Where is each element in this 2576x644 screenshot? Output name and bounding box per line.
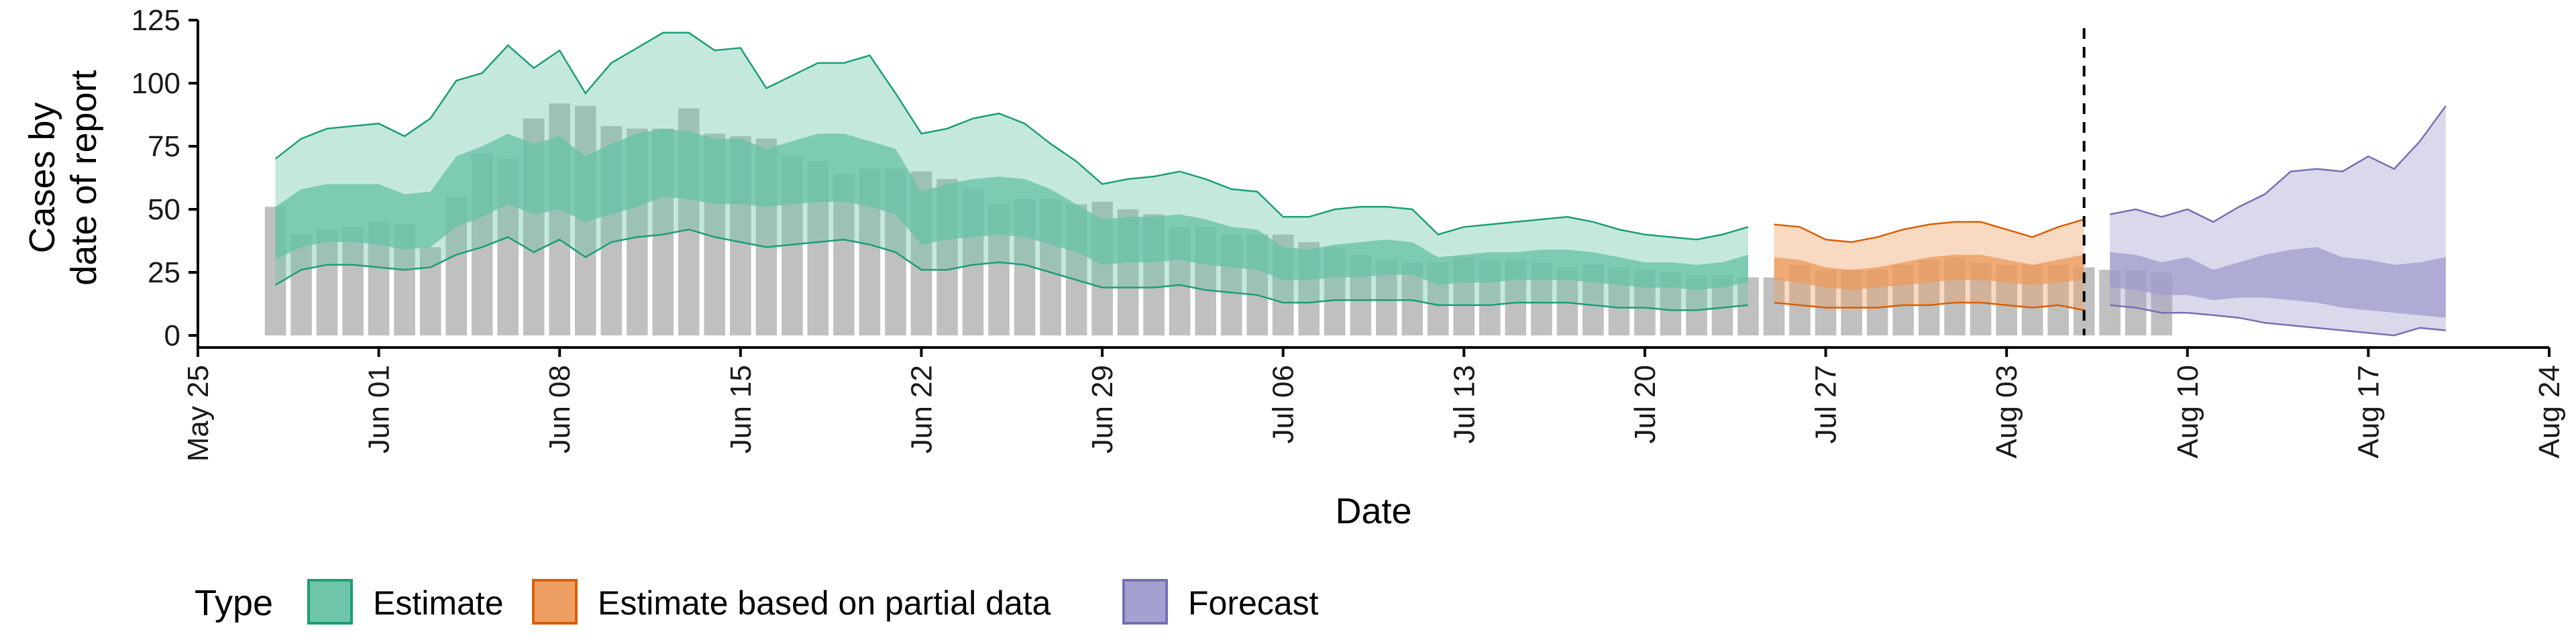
legend-entry: Estimate based on partial data <box>532 579 1051 625</box>
legend-title: Type <box>195 583 273 623</box>
series-estimate <box>274 32 1749 311</box>
x-tick-label: Aug 03 <box>1990 365 2023 458</box>
legend-entry: Forecast <box>1122 579 1319 625</box>
legend-label: Estimate <box>373 584 504 622</box>
x-tick-label: Jul 13 <box>1448 365 1481 443</box>
y-tick-label: 125 <box>131 4 180 37</box>
inner-credible-band <box>275 128 1748 290</box>
inner-credible-band <box>2110 247 2446 318</box>
reported-cases-bar <box>419 247 441 335</box>
x-tick-label: Jun 29 <box>1086 365 1119 453</box>
x-axis-title: Date <box>1335 491 1411 531</box>
series-estimate-based-on-partial-data <box>1774 218 2085 311</box>
reported-cases-bar <box>290 234 312 335</box>
x-tick-label: Aug 24 <box>2533 365 2566 458</box>
legend-label: Forecast <box>1188 584 1319 622</box>
legend-swatch <box>1122 579 1168 625</box>
reported-cases-bar <box>1763 277 1785 335</box>
x-tick-label: Jul 27 <box>1810 365 1843 443</box>
x-tick-label: Jul 06 <box>1267 365 1300 443</box>
y-tick-label: 100 <box>131 67 180 100</box>
y-tick-label: 0 <box>164 319 180 352</box>
x-axis-ticks: May 25 Jun 01 Jun 08 Jun 15 Jun 22 Jun 29 Jul … <box>182 347 2566 462</box>
legend-swatch <box>532 579 578 625</box>
x-tick-label: May 25 <box>182 365 215 462</box>
y-tick-label: 75 <box>148 130 180 163</box>
y-axis-ticks: 0 25 50 75 100 125 <box>131 4 198 352</box>
legend: Type Estimate Estimate based on partial d… <box>195 579 1319 625</box>
outer-upper-line <box>2109 105 2447 223</box>
legend-swatch <box>307 579 353 625</box>
y-tick-label: 50 <box>148 193 180 226</box>
y-tick-label: 25 <box>148 256 180 289</box>
x-tick-label: Aug 17 <box>2352 365 2385 458</box>
outer-lower-line <box>2110 304 2447 337</box>
series-forecast <box>2109 105 2447 337</box>
inner-credible-band <box>1774 254 2084 290</box>
axes: 0 25 50 75 100 125 May 25 Jun 01 Jun 08 Jun 15 Ju… <box>131 4 2566 462</box>
estimate-bands <box>274 32 2447 337</box>
x-tick-label: Jun 08 <box>543 365 576 453</box>
outer-upper-line <box>274 32 1749 241</box>
y-axis-title-line: date of report <box>64 70 104 285</box>
x-tick-label: Jul 20 <box>1629 365 1662 443</box>
x-tick-label: Jun 22 <box>905 365 938 453</box>
y-axis-title: Cases bydate of report <box>22 70 104 285</box>
x-tick-label: Jun 01 <box>363 365 396 453</box>
legend-label: Estimate based on partial data <box>598 584 1051 622</box>
outer-lower-line <box>1774 301 2084 311</box>
reported-cases-bar <box>342 227 364 335</box>
reported-cases-bar <box>316 229 338 335</box>
legend-entry: Estimate <box>307 579 504 625</box>
x-tick-label: Aug 10 <box>2171 365 2204 458</box>
outer-upper-line <box>1774 218 2085 244</box>
x-tick-label: Jun 15 <box>724 365 757 453</box>
y-axis-title-line: Cases by <box>22 102 62 253</box>
outer-lower-line <box>274 228 1749 311</box>
